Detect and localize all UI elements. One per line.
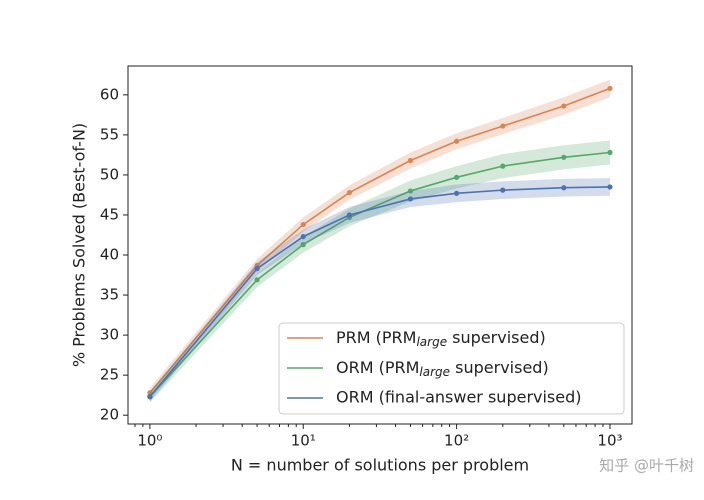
data-point [407, 188, 414, 194]
confidence-band [149, 79, 610, 398]
y-tick-label: 50 [100, 165, 119, 183]
legend-label: ORM (final-answer supervised) [336, 388, 582, 407]
legend-box [278, 322, 625, 415]
legend-label-part: PRM (PRM [336, 328, 416, 347]
y-tick-label: 35 [100, 286, 119, 304]
data-point [407, 196, 414, 202]
data-point [300, 233, 306, 240]
data-point [500, 187, 506, 193]
confidence-band [149, 140, 610, 403]
data-point [346, 212, 353, 218]
data-point [300, 241, 306, 248]
legend-label: ORM (PRMlarge supervised) [336, 358, 549, 379]
y-tick-label: 20 [100, 406, 119, 424]
legend-label-part: ORM (PRM [336, 358, 419, 377]
data-point [607, 149, 613, 156]
data-point [561, 154, 567, 160]
data-point [346, 189, 353, 196]
x-tick-label: 10⁰ [137, 432, 162, 450]
data-point [454, 174, 460, 180]
data-point [500, 123, 506, 129]
data-point [607, 85, 613, 92]
x-tick-label: 10³ [597, 432, 622, 450]
data-point [407, 157, 414, 164]
data-point [147, 394, 153, 400]
y-tick-label: 60 [100, 85, 119, 103]
data-point [254, 266, 260, 272]
watermark: 知乎 @叶千树 [599, 457, 694, 475]
legend-label: PRM (PRMlarge supervised) [336, 328, 546, 349]
legend-label-part: supervised) [447, 328, 546, 347]
x-tick-label: 10² [444, 432, 469, 450]
data-point [607, 184, 613, 190]
confidence-band [149, 178, 610, 402]
y-tick-label: 55 [100, 125, 119, 143]
y-tick-label: 45 [100, 205, 119, 223]
x-axis-label: N = number of solutions per problem [231, 456, 529, 475]
y-tick-label: 25 [100, 366, 119, 384]
legend-label-subscript: large [419, 365, 450, 379]
legend-label-subscript: large [416, 335, 447, 349]
x-tick-label: 10¹ [291, 432, 316, 450]
data-point [454, 190, 460, 196]
legend-label-part: supervised) [450, 358, 549, 377]
plot-frame [127, 65, 633, 425]
y-tick-label: 40 [100, 246, 119, 264]
data-point [454, 138, 460, 144]
y-tick-label: 30 [100, 326, 119, 344]
y-axis-label: % Problems Solved (Best-of-N) [70, 123, 89, 367]
data-point [561, 103, 567, 109]
data-point [300, 221, 306, 228]
data-point [254, 277, 260, 283]
data-point [500, 163, 506, 169]
data-point [561, 185, 567, 191]
